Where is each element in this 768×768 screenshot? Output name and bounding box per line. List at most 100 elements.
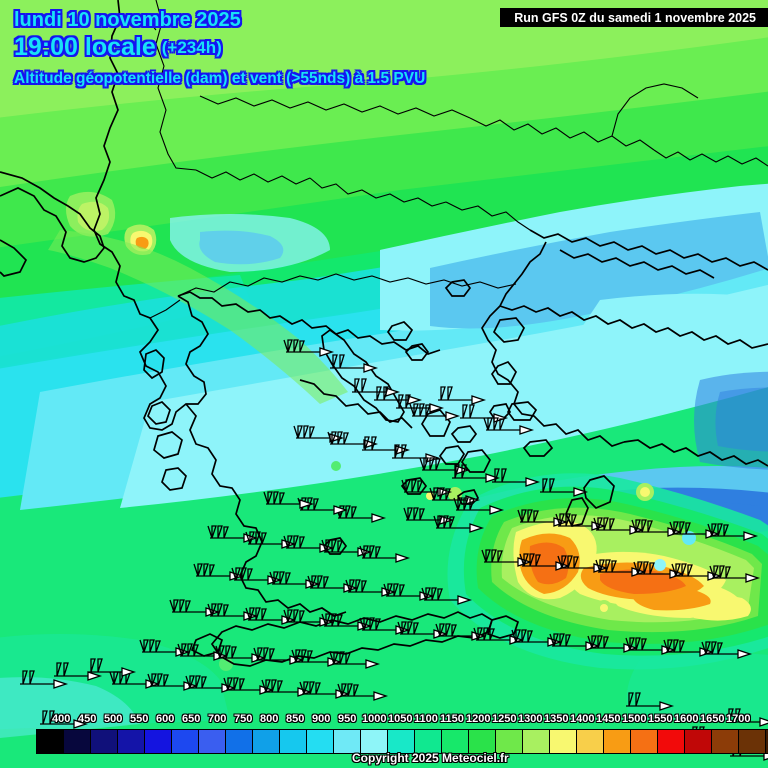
border-bosnia bbox=[119, 17, 157, 31]
copyright-text: Copyright 2025 Meteociel.fr bbox=[352, 751, 509, 765]
colorbar-swatch bbox=[496, 729, 523, 754]
colorbar-swatch bbox=[118, 729, 145, 754]
colorbar-tick-label: 1300 bbox=[518, 713, 543, 725]
colorbar-swatch bbox=[739, 729, 766, 754]
colorbar-tick-label: 850 bbox=[286, 713, 305, 725]
colorbar-tick-label: 500 bbox=[104, 713, 123, 725]
island-rhodes bbox=[583, 475, 615, 510]
colorbar-tick-label: 400 bbox=[52, 713, 71, 725]
colorbar-swatch bbox=[712, 729, 739, 754]
colorbar-tick-label: 950 bbox=[338, 713, 357, 725]
colorbar-swatch bbox=[226, 729, 253, 754]
colorbar-tick-label: 700 bbox=[208, 713, 227, 725]
border-romania-danube bbox=[199, 95, 471, 119]
colorbar-tick-label: 800 bbox=[260, 713, 279, 725]
border-ne-region bbox=[611, 83, 699, 137]
colorbar-tick-label: 1700 bbox=[726, 713, 751, 725]
coastline-balkan-west bbox=[93, 0, 209, 431]
colorbar-tick-label: 1100 bbox=[414, 713, 438, 725]
island-lemnos bbox=[444, 279, 472, 297]
colorbar-tick-label: 750 bbox=[234, 713, 253, 725]
colorbar-labels: 400 450 500 550 600 650 700 750 800 850 900 950 1000… bbox=[0, 713, 768, 728]
island-naxos bbox=[460, 449, 492, 473]
coastline-greece-mainland bbox=[177, 291, 441, 355]
border-albania-macedonia bbox=[149, 299, 181, 319]
colorbar-swatch bbox=[253, 729, 280, 754]
colorbar-tick-label: 600 bbox=[156, 713, 175, 725]
colorbar-swatch bbox=[36, 729, 64, 754]
colorbar-tick-label: 1450 bbox=[596, 713, 621, 725]
colorbar-swatch bbox=[523, 729, 550, 754]
colorbar-swatch bbox=[658, 729, 685, 754]
model-run-text: Run GFS 0Z du samedi 1 novembre 2025 bbox=[514, 10, 756, 25]
colorbar-tick-label: 1200 bbox=[466, 713, 491, 725]
colorbar-tick-label: 900 bbox=[312, 713, 331, 725]
colorbar-tick-label: 1250 bbox=[492, 713, 517, 725]
colorbar-tick-label: 1350 bbox=[544, 713, 569, 725]
colorbar-swatch bbox=[307, 729, 334, 754]
island-andros bbox=[420, 409, 451, 437]
coastline-dardanelles bbox=[499, 241, 547, 307]
colorbar-swatch bbox=[280, 729, 307, 754]
colorbar-swatch bbox=[631, 729, 658, 754]
colorbar-tick-label: 450 bbox=[78, 713, 97, 725]
border-bulgaria-turkey bbox=[445, 201, 531, 231]
forecast-lead-time: (+234h) bbox=[161, 38, 222, 57]
coastline-euboea bbox=[321, 328, 405, 423]
parameter-title: Altitude géopotentielle (dam) et vent (>… bbox=[14, 70, 426, 87]
border-serbia-bulgaria bbox=[195, 169, 311, 185]
border-bulgaria-south bbox=[309, 177, 447, 207]
colorbar-swatch bbox=[91, 729, 118, 754]
colorbar-tick-label: 1500 bbox=[622, 713, 647, 725]
colorbar-swatch bbox=[145, 729, 172, 754]
colorbar-swatch bbox=[766, 729, 768, 754]
forecast-time-value: 19:00 locale bbox=[14, 33, 156, 61]
colorbar-tick-label: 1600 bbox=[674, 713, 699, 725]
colorbar-swatch bbox=[388, 729, 415, 754]
colorbar-swatch bbox=[415, 729, 442, 754]
forecast-date: lundi 10 novembre 2025 bbox=[14, 9, 241, 31]
colorbar-tick-label: 550 bbox=[130, 713, 149, 725]
coastline-turkey-sw bbox=[481, 305, 625, 447]
colorbar-tick-label: 1000 bbox=[362, 713, 387, 725]
colorbar-swatch bbox=[64, 729, 91, 754]
colorbar-tick-label: 1400 bbox=[570, 713, 595, 725]
island-lesvos bbox=[492, 317, 526, 343]
coastline-turkey-marmara bbox=[529, 229, 768, 271]
colorbar-tick-label: 1650 bbox=[700, 713, 725, 725]
colorbar-tick-label: 650 bbox=[182, 713, 201, 725]
forecast-time: 19:00 locale (+234h) bbox=[14, 33, 222, 62]
island-evia-north bbox=[386, 321, 414, 341]
coastline-adriatic bbox=[0, 171, 105, 263]
border-black-sea-coast bbox=[653, 149, 768, 167]
colorbar-swatch bbox=[469, 729, 496, 754]
coastline-kefalonia bbox=[153, 431, 183, 459]
coastline-turkey-aegean bbox=[499, 305, 768, 349]
colorbar-swatch bbox=[577, 729, 604, 754]
island-chios bbox=[490, 360, 518, 385]
island-mykonos bbox=[450, 425, 478, 443]
colorbar-swatch bbox=[199, 729, 226, 754]
border-danube-east bbox=[469, 117, 655, 151]
colorbar-swatch bbox=[550, 729, 577, 754]
coastline-turkey-south bbox=[623, 439, 768, 467]
island-kos bbox=[522, 439, 554, 457]
island-milos bbox=[400, 477, 428, 495]
colorbar-swatch bbox=[604, 729, 631, 754]
coastline-corfu bbox=[143, 349, 165, 380]
colorbar-swatch bbox=[361, 729, 388, 754]
wind-barb-field bbox=[19, 339, 768, 761]
colorbar-tick-label: 1050 bbox=[388, 713, 413, 725]
coastline-italy-edge bbox=[0, 239, 28, 277]
colorbar-tick-label: 1150 bbox=[440, 713, 464, 725]
coastline-zakynthos bbox=[161, 467, 187, 491]
island-samos bbox=[507, 401, 538, 421]
colorbar-tick-label: 1550 bbox=[648, 713, 673, 725]
colorbar-swatch bbox=[172, 729, 199, 754]
border-serbia-west bbox=[155, 0, 197, 171]
coastline-lefkada bbox=[147, 401, 171, 425]
colorbar-swatch bbox=[442, 729, 469, 754]
